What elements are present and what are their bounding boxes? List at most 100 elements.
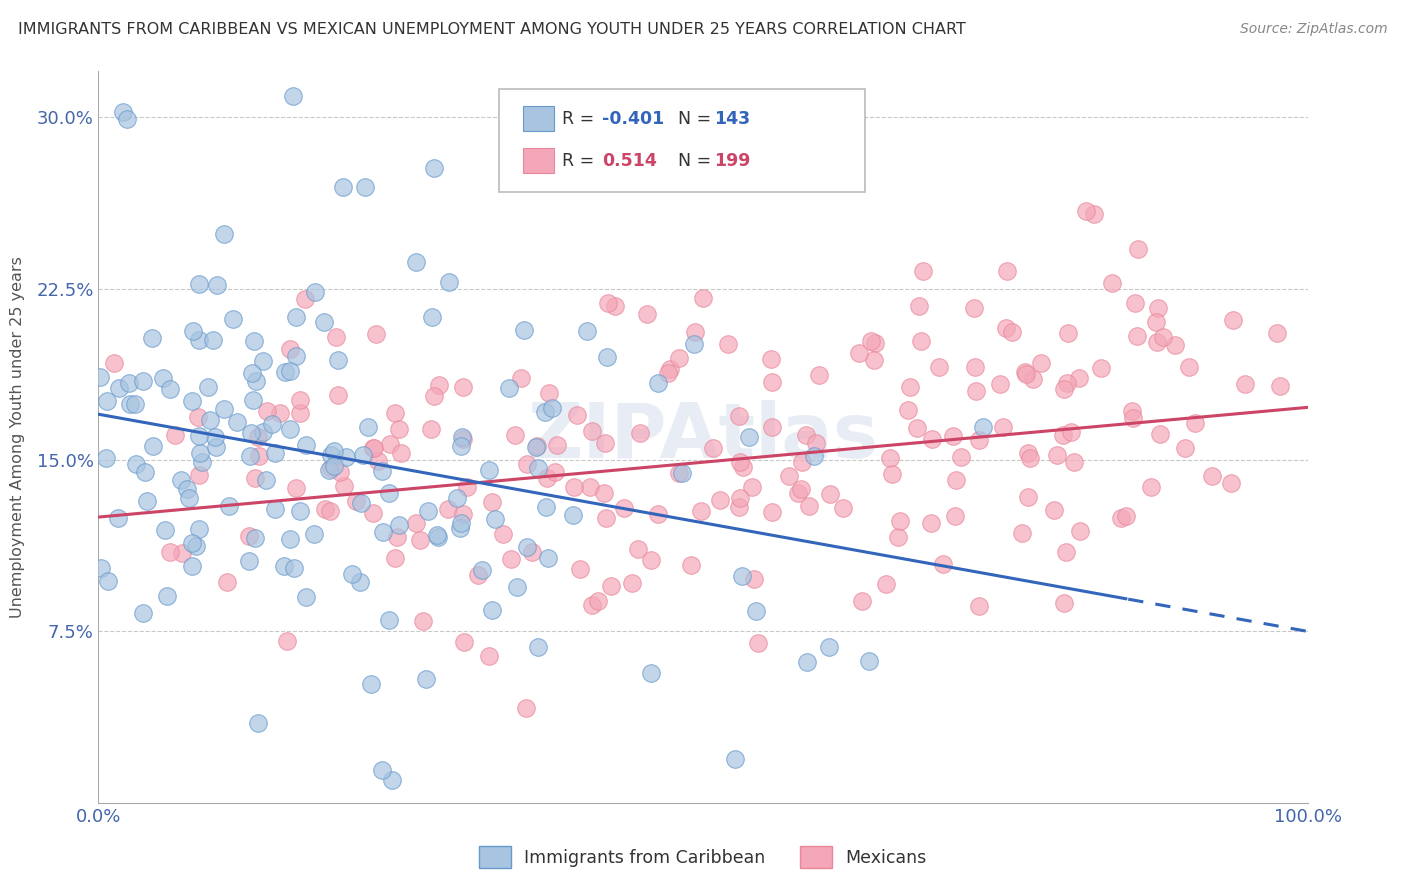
Point [897, 402, 920, 417]
Point [314, 315, 336, 329]
Point [963, 301, 986, 316]
Point [1101, 277, 1123, 291]
Point [717, 337, 740, 351]
Point [156, 589, 179, 603]
Point [243, 334, 266, 348]
Point [498, 381, 520, 395]
Point [546, 438, 568, 452]
Point [269, 406, 291, 420]
Point [207, 278, 229, 293]
Point [449, 521, 471, 535]
Point [1011, 526, 1033, 541]
Point [450, 440, 472, 454]
Point [541, 401, 564, 415]
Point [295, 590, 318, 604]
Point [1046, 448, 1069, 462]
Point [107, 511, 129, 525]
Point [579, 480, 602, 494]
Point [371, 524, 394, 539]
Point [995, 321, 1018, 335]
Point [596, 296, 619, 310]
Point [659, 362, 682, 376]
Point [344, 494, 367, 508]
Point [202, 333, 225, 347]
Point [295, 438, 318, 452]
Point [516, 457, 538, 471]
Point [387, 530, 409, 544]
Point [875, 577, 897, 591]
Point [1019, 451, 1042, 466]
Point [260, 417, 283, 431]
Point [943, 508, 966, 523]
Point [304, 285, 326, 299]
Point [505, 580, 527, 594]
Point [928, 359, 950, 374]
Point [252, 425, 274, 439]
Point [240, 366, 263, 380]
Point [965, 359, 987, 374]
Point [218, 499, 240, 513]
Point [170, 473, 193, 487]
Point [264, 501, 287, 516]
Point [450, 516, 472, 530]
Point [1069, 524, 1091, 538]
Point [647, 376, 669, 390]
Point [1029, 356, 1052, 370]
Point [745, 604, 768, 618]
Point [627, 541, 650, 556]
Point [350, 496, 373, 510]
Point [1057, 326, 1080, 340]
Point [264, 446, 287, 460]
Point [384, 407, 406, 421]
Point [124, 397, 146, 411]
Point [367, 454, 389, 468]
Point [314, 501, 336, 516]
Point [326, 388, 349, 402]
Point [1152, 329, 1174, 343]
Point [1147, 301, 1170, 315]
Point [761, 505, 783, 519]
Point [484, 512, 506, 526]
Point [238, 554, 260, 568]
Point [371, 763, 394, 777]
Point [115, 112, 138, 127]
Point [378, 613, 401, 627]
Point [778, 469, 800, 483]
Point [942, 429, 965, 443]
Point [240, 425, 263, 440]
Point [524, 440, 547, 454]
Point [733, 459, 755, 474]
Point [285, 349, 308, 363]
Point [467, 568, 489, 582]
Point [1015, 367, 1038, 381]
Point [252, 354, 274, 368]
Point [544, 465, 567, 479]
Point [1053, 596, 1076, 610]
Point [188, 429, 211, 443]
Point [478, 462, 501, 476]
Point [103, 356, 125, 370]
Point [702, 441, 724, 455]
Point [96, 393, 118, 408]
Point [427, 378, 450, 392]
Point [848, 346, 870, 360]
Point [599, 579, 621, 593]
Point [388, 422, 411, 436]
Point [120, 396, 142, 410]
Point [492, 527, 515, 541]
Point [1184, 416, 1206, 430]
Point [1268, 379, 1291, 393]
Point [1017, 446, 1039, 460]
Point [451, 430, 474, 444]
Point [332, 180, 354, 194]
Point [668, 351, 690, 365]
Point [1164, 338, 1187, 352]
Point [187, 409, 209, 424]
Point [911, 264, 934, 278]
Point [318, 462, 340, 476]
Y-axis label: Unemployment Among Youth under 25 years: Unemployment Among Youth under 25 years [10, 256, 25, 618]
Point [1144, 315, 1167, 329]
Point [405, 516, 427, 531]
Point [181, 393, 204, 408]
Point [1149, 426, 1171, 441]
